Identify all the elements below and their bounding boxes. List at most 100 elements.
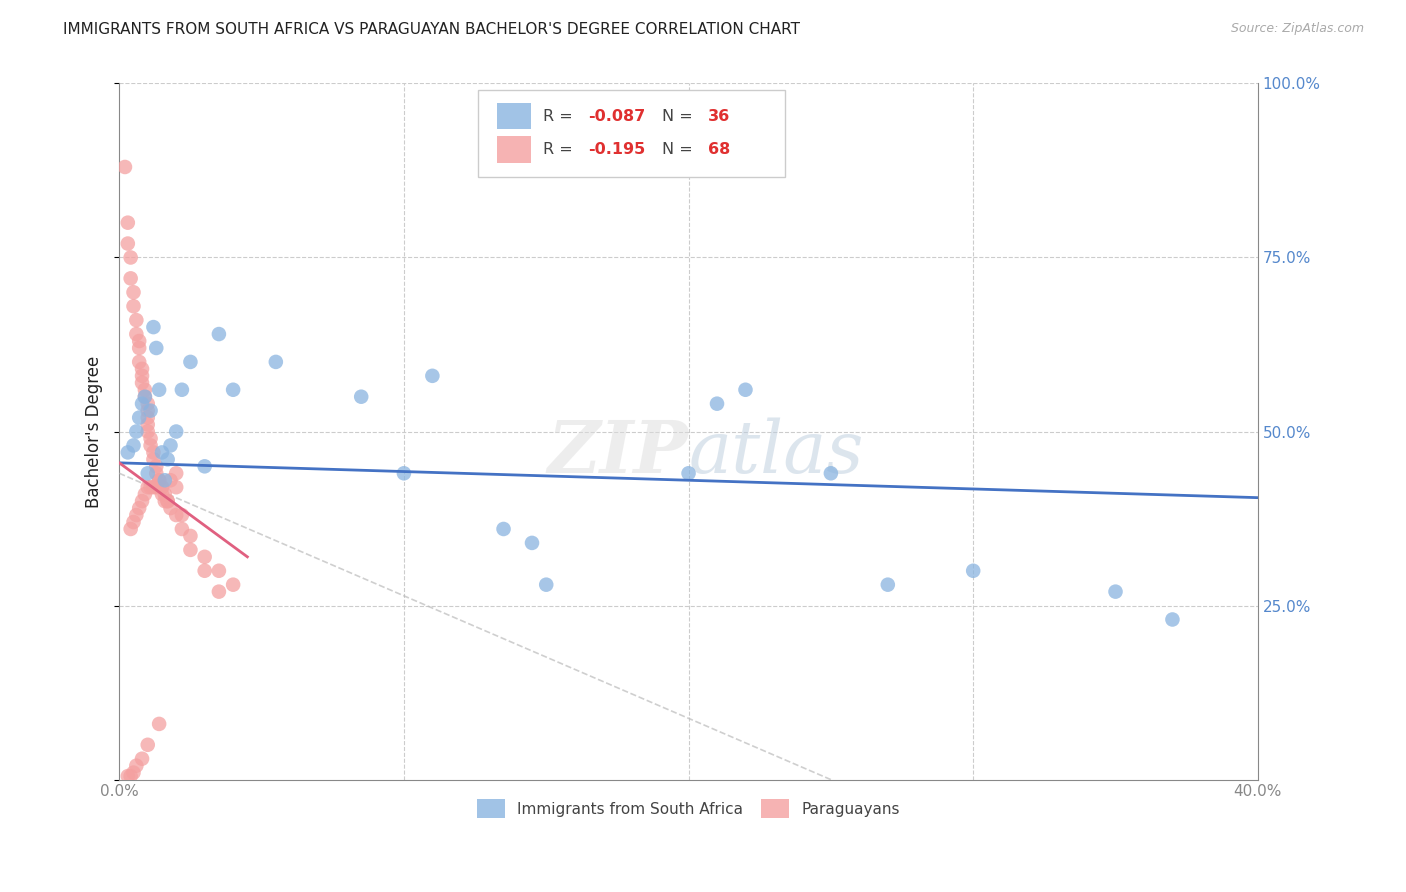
Point bbox=[125, 313, 148, 327]
Point bbox=[194, 549, 217, 564]
Point bbox=[153, 473, 176, 487]
Point bbox=[520, 536, 543, 550]
Point bbox=[264, 355, 287, 369]
Point bbox=[117, 236, 139, 251]
Point bbox=[131, 494, 153, 508]
Point bbox=[159, 438, 181, 452]
Point bbox=[125, 508, 148, 522]
Point bbox=[120, 251, 142, 265]
Point bbox=[122, 515, 145, 529]
Point bbox=[170, 383, 193, 397]
Text: ZIP: ZIP bbox=[548, 417, 689, 488]
Point bbox=[145, 341, 167, 355]
Text: 36: 36 bbox=[707, 109, 730, 124]
Point bbox=[194, 459, 217, 474]
FancyBboxPatch shape bbox=[498, 136, 531, 163]
Point bbox=[392, 467, 415, 481]
Point bbox=[1161, 612, 1184, 626]
Point bbox=[153, 494, 176, 508]
Point bbox=[136, 403, 159, 417]
Point bbox=[179, 542, 201, 557]
Text: N =: N = bbox=[662, 142, 699, 157]
Point bbox=[422, 368, 444, 383]
Point bbox=[128, 410, 150, 425]
Point bbox=[148, 473, 170, 487]
Point bbox=[131, 397, 153, 411]
Point bbox=[194, 564, 217, 578]
Point bbox=[128, 334, 150, 348]
Point bbox=[128, 341, 150, 355]
Point bbox=[142, 452, 165, 467]
Point bbox=[122, 438, 145, 452]
Point bbox=[150, 480, 173, 494]
Point bbox=[139, 438, 162, 452]
Point bbox=[706, 397, 728, 411]
Point bbox=[350, 390, 373, 404]
Point bbox=[131, 376, 153, 390]
Point bbox=[150, 487, 173, 501]
Point bbox=[120, 271, 142, 285]
Point bbox=[148, 717, 170, 731]
Point bbox=[165, 425, 187, 439]
Point bbox=[134, 390, 156, 404]
Point bbox=[128, 355, 150, 369]
FancyBboxPatch shape bbox=[498, 103, 531, 129]
Point bbox=[876, 577, 898, 591]
Point bbox=[131, 752, 153, 766]
Point bbox=[156, 494, 179, 508]
Point bbox=[179, 355, 201, 369]
Point bbox=[139, 480, 162, 494]
Y-axis label: Bachelor's Degree: Bachelor's Degree bbox=[86, 355, 103, 508]
Point bbox=[134, 487, 156, 501]
Point bbox=[170, 508, 193, 522]
Point bbox=[128, 501, 150, 516]
Point bbox=[136, 480, 159, 494]
Point bbox=[142, 445, 165, 459]
Point bbox=[156, 494, 179, 508]
Point bbox=[208, 327, 231, 342]
Point bbox=[179, 529, 201, 543]
Point bbox=[125, 425, 148, 439]
Text: Source: ZipAtlas.com: Source: ZipAtlas.com bbox=[1230, 22, 1364, 36]
Point bbox=[136, 397, 159, 411]
Point bbox=[165, 480, 187, 494]
Point bbox=[142, 480, 165, 494]
Text: IMMIGRANTS FROM SOUTH AFRICA VS PARAGUAYAN BACHELOR'S DEGREE CORRELATION CHART: IMMIGRANTS FROM SOUTH AFRICA VS PARAGUAY… bbox=[63, 22, 800, 37]
FancyBboxPatch shape bbox=[478, 90, 786, 178]
Point bbox=[962, 564, 984, 578]
Text: atlas: atlas bbox=[689, 417, 865, 488]
Point bbox=[142, 320, 165, 334]
Point bbox=[222, 577, 245, 591]
Point bbox=[136, 417, 159, 432]
Point bbox=[165, 467, 187, 481]
Legend: Immigrants from South Africa, Paraguayans: Immigrants from South Africa, Paraguayan… bbox=[471, 793, 905, 824]
Text: 68: 68 bbox=[707, 142, 730, 157]
Text: -0.087: -0.087 bbox=[588, 109, 645, 124]
Point bbox=[117, 445, 139, 459]
Point bbox=[156, 452, 179, 467]
Text: R =: R = bbox=[543, 142, 578, 157]
Point bbox=[492, 522, 515, 536]
Point bbox=[117, 769, 139, 783]
Point bbox=[122, 299, 145, 313]
Point bbox=[139, 403, 162, 417]
Point bbox=[150, 480, 173, 494]
Point bbox=[120, 522, 142, 536]
Point bbox=[170, 522, 193, 536]
Point bbox=[148, 473, 170, 487]
Point bbox=[136, 410, 159, 425]
Point bbox=[734, 383, 756, 397]
Point bbox=[136, 467, 159, 481]
Point bbox=[159, 473, 181, 487]
Point bbox=[145, 480, 167, 494]
Point bbox=[1104, 584, 1126, 599]
Point bbox=[134, 383, 156, 397]
Point bbox=[820, 467, 842, 481]
Point bbox=[122, 285, 145, 300]
Point bbox=[150, 445, 173, 459]
Point bbox=[136, 425, 159, 439]
Point bbox=[134, 390, 156, 404]
Point bbox=[125, 327, 148, 342]
Text: N =: N = bbox=[662, 109, 699, 124]
Point bbox=[122, 765, 145, 780]
